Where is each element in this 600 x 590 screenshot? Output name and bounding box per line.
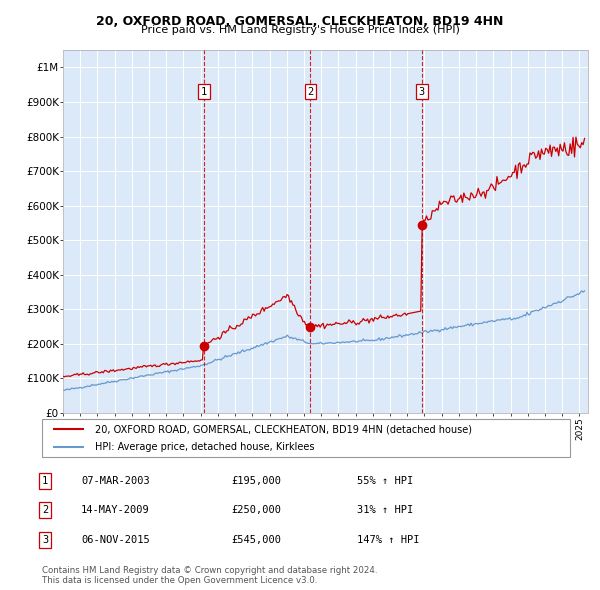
Text: 1: 1 <box>42 476 48 486</box>
Text: 3: 3 <box>42 535 48 545</box>
Text: £545,000: £545,000 <box>231 535 281 545</box>
FancyBboxPatch shape <box>42 419 570 457</box>
Text: 07-MAR-2003: 07-MAR-2003 <box>81 476 150 486</box>
Text: £195,000: £195,000 <box>231 476 281 486</box>
Text: 2: 2 <box>307 87 313 97</box>
Text: 55% ↑ HPI: 55% ↑ HPI <box>357 476 413 486</box>
Text: 20, OXFORD ROAD, GOMERSAL, CLECKHEATON, BD19 4HN: 20, OXFORD ROAD, GOMERSAL, CLECKHEATON, … <box>97 15 503 28</box>
Text: 3: 3 <box>419 87 425 97</box>
Text: 2: 2 <box>42 506 48 515</box>
Text: Contains HM Land Registry data © Crown copyright and database right 2024.
This d: Contains HM Land Registry data © Crown c… <box>42 566 377 585</box>
Text: HPI: Average price, detached house, Kirklees: HPI: Average price, detached house, Kirk… <box>95 442 314 452</box>
Text: 31% ↑ HPI: 31% ↑ HPI <box>357 506 413 515</box>
Text: Price paid vs. HM Land Registry's House Price Index (HPI): Price paid vs. HM Land Registry's House … <box>140 25 460 35</box>
Text: 147% ↑ HPI: 147% ↑ HPI <box>357 535 419 545</box>
Text: 14-MAY-2009: 14-MAY-2009 <box>81 506 150 515</box>
Text: 20, OXFORD ROAD, GOMERSAL, CLECKHEATON, BD19 4HN (detached house): 20, OXFORD ROAD, GOMERSAL, CLECKHEATON, … <box>95 424 472 434</box>
Text: £250,000: £250,000 <box>231 506 281 515</box>
Text: 1: 1 <box>200 87 207 97</box>
Text: 06-NOV-2015: 06-NOV-2015 <box>81 535 150 545</box>
